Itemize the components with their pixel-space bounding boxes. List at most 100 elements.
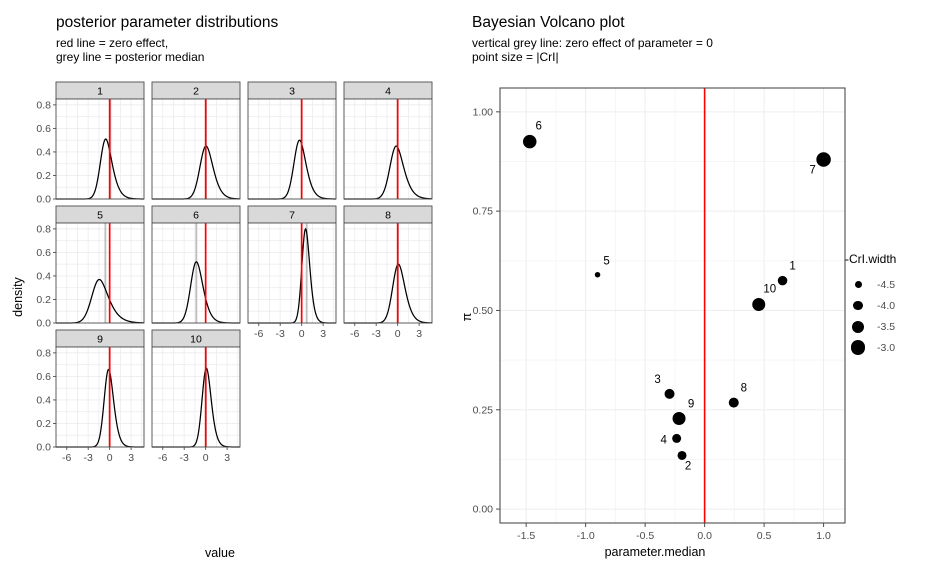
volcano-point-3[interactable]: 3	[654, 374, 675, 399]
volcano-point-9[interactable]: 9	[672, 399, 695, 426]
facet-y-tick-label: 0.8	[36, 223, 51, 235]
point-marker	[672, 412, 686, 426]
volcano-y-tick-label: 0.25	[473, 404, 494, 416]
facet-panel-10: 10 -6 -3 0 3	[151, 329, 241, 464]
left-plot-title: posterior parameter distributions	[56, 14, 279, 31]
legend-entry: -3.5	[845, 316, 935, 337]
point-label: 10	[763, 284, 776, 296]
legend-entry-label: -4.5	[877, 278, 896, 291]
left-plot-subtitle: red line = zero effect, grey line = post…	[56, 36, 204, 64]
facet-x-tick-label: -3	[372, 328, 381, 340]
right-plot-subtitle: vertical grey line: zero effect of param…	[472, 36, 713, 64]
facet-panel-4: 4	[343, 81, 433, 200]
point-label: 2	[685, 460, 691, 472]
legend-point-icon	[852, 320, 864, 333]
volcano-x-tick-label: 0.0	[697, 530, 712, 542]
volcano-x-tick-label: -1.5	[517, 530, 535, 542]
facet-strip-label: 7	[289, 210, 295, 222]
facet-grid: 1 0.0 0.2 0.4 0.6 0.8 2 3 4 5 0.0 0.2 0.4 0.6 0.8 6 7 -6 -…	[36, 81, 433, 464]
point-label: 8	[741, 383, 747, 395]
facet-y-tick-label: 0.6	[36, 371, 51, 383]
point-marker	[816, 152, 831, 167]
legend-point-icon	[854, 281, 862, 288]
facet-strip-label: 6	[193, 210, 199, 222]
facet-strip-label: 10	[190, 334, 202, 346]
point-label: 7	[809, 165, 815, 177]
volcano-x-tick-label: 0.5	[757, 530, 772, 542]
facet-panel-8: 8 -6 -3 0 3	[343, 205, 433, 340]
point-label: 4	[660, 434, 667, 446]
volcano-point-1[interactable]: 1	[777, 261, 796, 286]
facet-x-tick-label: -6	[158, 452, 167, 464]
facet-panel-6: 6	[151, 205, 241, 324]
volcano-point-6[interactable]: 6	[522, 121, 542, 149]
volcano-x-tick-label: 1.0	[816, 530, 831, 542]
volcano-y-tick-label: 0.50	[473, 305, 494, 317]
facet-y-tick-label: 0.0	[36, 318, 51, 330]
right-subtitle-line-2: point size = |CrI|	[472, 50, 559, 64]
facet-x-tick-label: 3	[224, 452, 230, 464]
point-label: 5	[603, 256, 609, 268]
facet-y-tick-label: 0.8	[36, 99, 51, 111]
left-y-axis-label: density	[11, 277, 25, 317]
facet-y-tick-label: 0.4	[36, 270, 51, 282]
facet-strip-label: 5	[97, 210, 103, 222]
legend-key	[845, 320, 871, 333]
legend-entry-label: -3.0	[877, 341, 896, 354]
facet-x-tick-label: -3	[84, 452, 93, 464]
point-marker	[728, 397, 739, 408]
legend-entry: -3.0	[845, 337, 935, 358]
facet-y-tick-label: 0.8	[36, 347, 51, 359]
volcano-y-tick-label: 1.00	[473, 106, 494, 118]
legend-entry: -4.5	[845, 274, 935, 295]
facet-y-tick-label: 0.4	[36, 146, 51, 158]
legend-entry: -4.0	[845, 295, 935, 316]
point-marker	[522, 134, 537, 149]
right-y-axis-label: π	[460, 312, 474, 322]
legend-title: -CrI.width	[845, 252, 897, 266]
facet-panel-7: 7 -6 -3 0 3	[247, 205, 337, 340]
point-label: 6	[536, 121, 542, 133]
facet-panel-2: 2	[151, 81, 241, 200]
facet-y-tick-label: 0.0	[36, 442, 51, 454]
legend-key	[845, 300, 871, 311]
volcano-point-10[interactable]: 10	[752, 284, 776, 312]
volcano-point-5[interactable]: 5	[594, 256, 610, 278]
facet-strip-label: 2	[193, 86, 199, 98]
facet-strip-label: 1	[97, 86, 103, 98]
volcano-point-8[interactable]: 8	[728, 383, 747, 408]
facet-x-tick-label: 3	[416, 328, 422, 340]
facet-strip-label: 3	[289, 86, 295, 98]
right-x-axis-label: parameter.median	[604, 545, 706, 559]
facet-x-tick-label: -6	[350, 328, 359, 340]
volcano-point-2[interactable]: 2	[677, 450, 692, 473]
volcano-x-tick-label: -1.0	[577, 530, 595, 542]
facet-x-tick-label: -6	[254, 328, 263, 340]
point-label: 3	[654, 374, 660, 386]
point-label: 9	[688, 399, 694, 411]
left-x-axis-label: value	[205, 546, 235, 560]
facet-panel-3: 3	[247, 81, 337, 200]
point-marker	[594, 271, 601, 278]
facet-y-tick-label: 0.2	[36, 418, 51, 430]
facet-x-tick-label: 0	[203, 452, 209, 464]
volcano-point-4[interactable]: 4	[660, 433, 682, 447]
volcano-y-tick-label: 0.75	[473, 206, 494, 218]
facet-x-tick-label: 3	[320, 328, 326, 340]
size-legend: -CrI.width -4.5 -4.0 -3.5 -3.0	[845, 252, 935, 358]
left-subtitle-line-1: red line = zero effect,	[56, 36, 169, 50]
volcano-figure: Bayesian Volcano plot vertical grey line…	[455, 0, 935, 579]
right-subtitle-line-1: vertical grey line: zero effect of param…	[472, 36, 713, 50]
facet-y-tick-label: 0.4	[36, 394, 51, 406]
volcano-x-tick-label: -0.5	[636, 530, 654, 542]
legend-key	[845, 281, 871, 288]
legend-key	[845, 340, 871, 355]
volcano-plot-area: 6 7 5 1 10 3 8 9 4 2 -1.5 -1.0 -0.5 0.0 0.5 1.0 0.00 0.25…	[473, 87, 846, 542]
facet-y-tick-label: 0.6	[36, 123, 51, 135]
volcano-point-7[interactable]: 7	[809, 152, 831, 177]
legend-point-icon	[853, 300, 863, 311]
facet-panel-9: 9 0.0 0.2 0.4 0.6 0.8 -6 -3 0 3	[36, 329, 145, 464]
facet-x-tick-label: -3	[276, 328, 285, 340]
point-marker	[664, 388, 675, 399]
